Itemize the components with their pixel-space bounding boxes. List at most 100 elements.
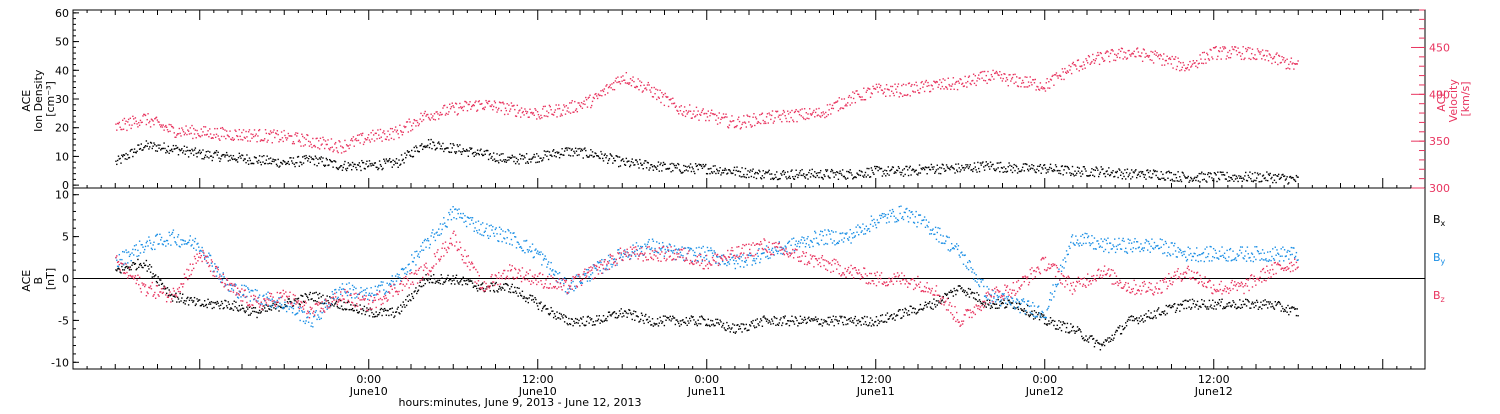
ion-density-point — [159, 144, 160, 145]
ion-density-point — [813, 176, 814, 177]
bx-point — [692, 316, 693, 317]
bx-point — [396, 311, 397, 312]
velocity-point — [862, 99, 863, 100]
velocity-point — [632, 76, 633, 77]
ion-density-point — [964, 167, 965, 168]
velocity-point — [1290, 61, 1291, 62]
bx-point — [319, 293, 320, 294]
velocity-point — [162, 126, 163, 127]
velocity-point — [391, 138, 392, 139]
ion-density-point — [458, 150, 459, 151]
bx-point — [605, 320, 606, 321]
bx-point — [654, 323, 655, 324]
ion-density-point — [351, 169, 352, 170]
ion-density-point — [956, 169, 957, 170]
velocity-point — [309, 145, 310, 146]
bx-point — [288, 298, 289, 299]
velocity-point — [723, 113, 724, 114]
velocity-point — [197, 133, 198, 134]
ion-density-point — [774, 174, 775, 175]
ion-density-point — [523, 155, 524, 156]
ion-density-point — [158, 144, 159, 145]
velocity-point — [395, 126, 396, 127]
bx-point — [844, 317, 845, 318]
bx-point — [737, 324, 738, 325]
bx-point — [910, 306, 911, 307]
bx-point — [740, 328, 741, 329]
ion-density-point — [794, 179, 795, 180]
ion-density-point — [1167, 178, 1168, 179]
ion-density-point — [385, 163, 386, 164]
velocity-point — [589, 95, 590, 96]
ion-density-point — [335, 161, 336, 162]
bx-point — [195, 305, 196, 306]
velocity-point — [670, 98, 671, 99]
ion-density-point — [508, 159, 509, 160]
velocity-point — [520, 116, 521, 117]
velocity-point — [1149, 55, 1150, 56]
velocity-point — [972, 80, 973, 81]
ion-density-point — [1073, 174, 1074, 175]
velocity-point — [178, 133, 179, 134]
ion-density-point — [859, 170, 860, 171]
by-point — [386, 283, 387, 284]
by-point — [267, 297, 268, 298]
ion-density-point — [1236, 176, 1237, 177]
bx-point — [350, 304, 351, 305]
bx-point — [502, 288, 503, 289]
velocity-point — [402, 134, 403, 135]
bx-point — [894, 319, 895, 320]
ion-density-point — [304, 155, 305, 156]
by-point — [124, 251, 125, 252]
by-point — [272, 304, 273, 305]
ion-density-point — [799, 172, 800, 173]
ion-density-point — [1290, 176, 1291, 177]
ion-density-point — [826, 171, 827, 172]
ion-density-point — [663, 162, 664, 163]
bx-point — [876, 316, 877, 317]
velocity-point — [1282, 59, 1283, 60]
velocity-point — [293, 141, 294, 142]
ion-density-point — [504, 161, 505, 162]
velocity-point — [1033, 79, 1034, 80]
ion-density-point — [1080, 176, 1081, 177]
ion-density-point — [1046, 169, 1047, 170]
ion-density-point — [1102, 168, 1103, 169]
velocity-point — [851, 102, 852, 103]
velocity-point — [680, 110, 681, 111]
bx-point — [1057, 329, 1058, 330]
velocity-point — [866, 92, 867, 93]
bx-point — [531, 299, 532, 300]
by-point — [298, 307, 299, 308]
velocity-point — [648, 82, 649, 83]
bx-point — [423, 285, 424, 286]
velocity-point — [596, 95, 597, 96]
bx-point — [509, 288, 510, 289]
velocity-point — [523, 111, 524, 112]
velocity-point — [964, 76, 965, 77]
ion-density-point — [1123, 176, 1124, 177]
velocity-point — [1021, 83, 1022, 84]
velocity-point — [349, 144, 350, 145]
velocity-point — [833, 108, 834, 109]
ion-density-point — [615, 160, 616, 161]
ion-density-point — [1117, 171, 1118, 172]
ion-density-point — [1040, 164, 1041, 165]
bx-point — [710, 320, 711, 321]
bx-point — [447, 275, 448, 276]
velocity-point — [977, 77, 978, 78]
ion-density-point — [887, 173, 888, 174]
velocity-point — [846, 105, 847, 106]
ion-density-point — [740, 171, 741, 172]
ion-density-point — [975, 169, 976, 170]
ion-density-point — [528, 163, 529, 164]
ion-density-point — [179, 149, 180, 150]
ion-density-point — [1071, 173, 1072, 174]
velocity-point — [487, 103, 488, 104]
ion-density-point — [506, 160, 507, 161]
ion-density-point — [872, 172, 873, 173]
by-point — [430, 235, 431, 236]
bx-point — [174, 296, 175, 297]
velocity-point — [384, 133, 385, 134]
velocity-point — [1259, 51, 1260, 52]
